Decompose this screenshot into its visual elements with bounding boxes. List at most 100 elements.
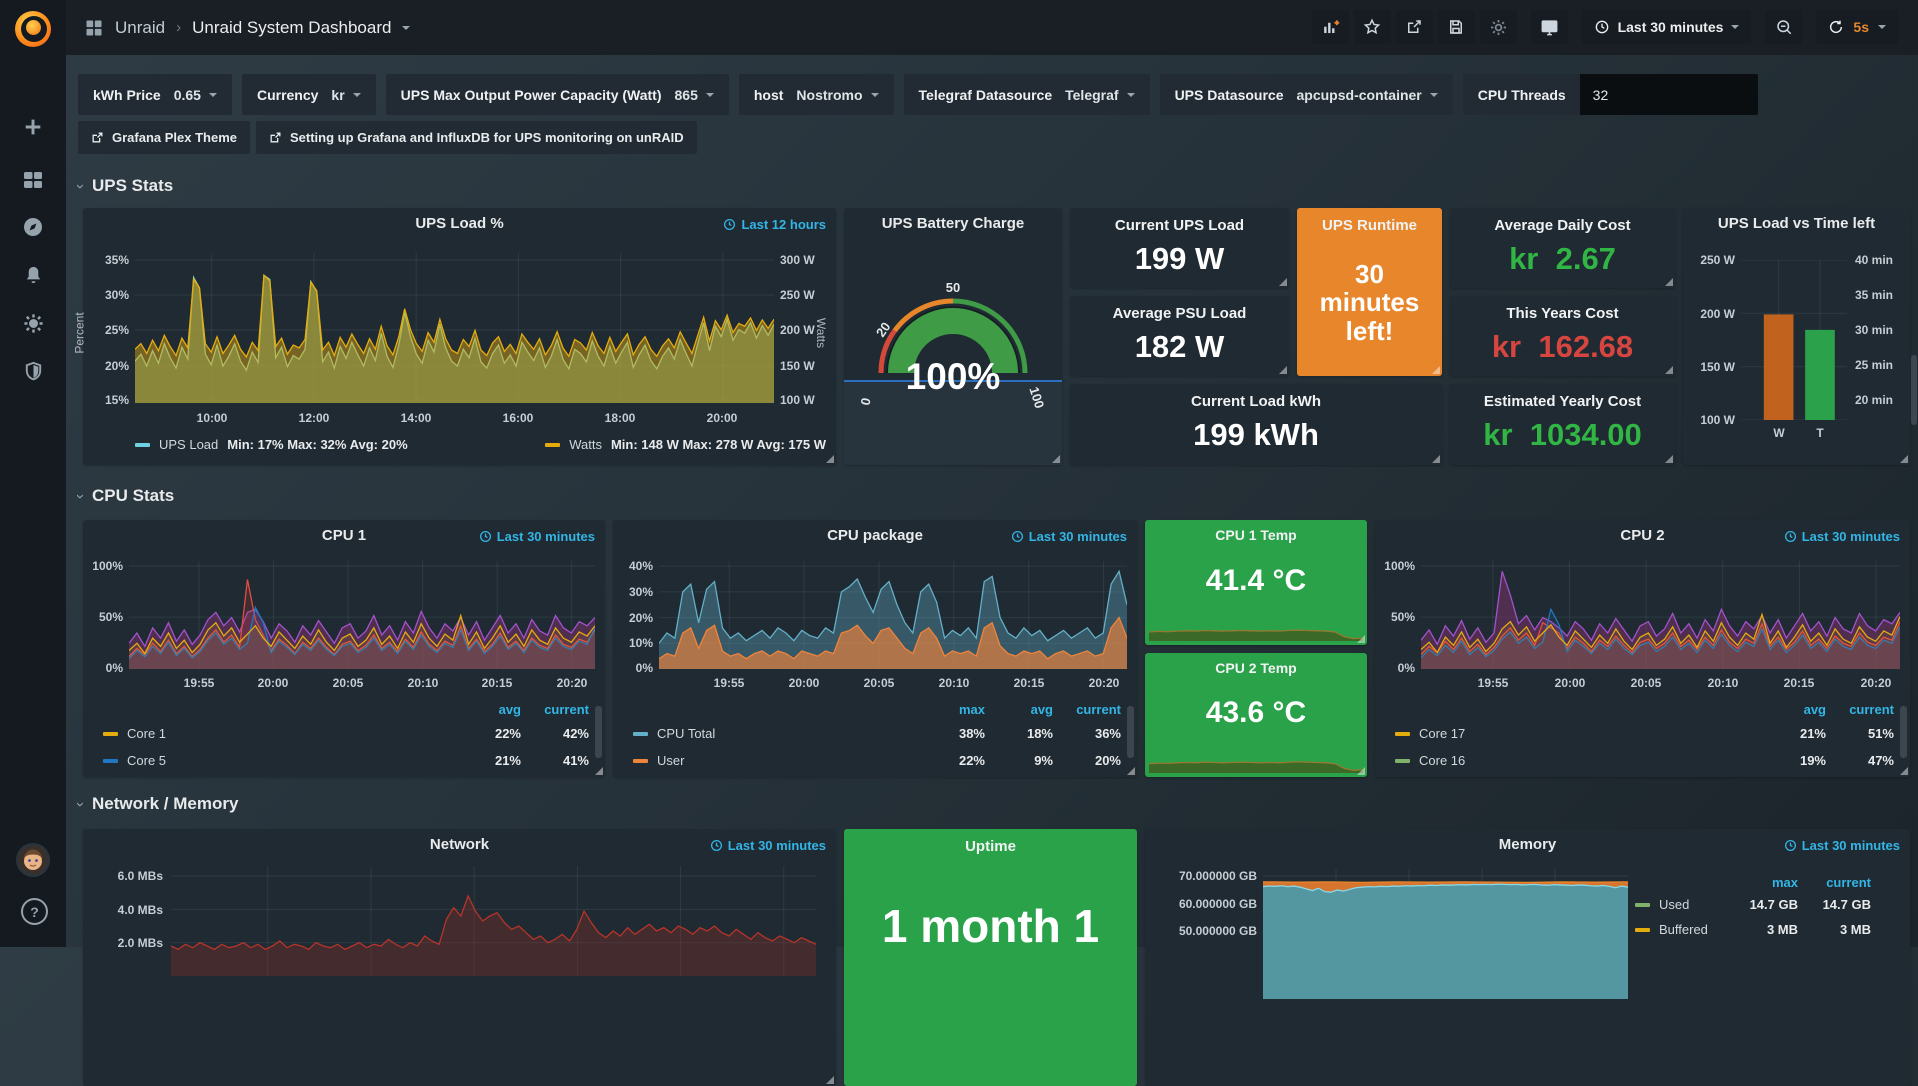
stat-title[interactable]: Uptime (844, 838, 1137, 855)
legend-series-name[interactable]: Core 16 (1419, 753, 1465, 768)
legend-row[interactable]: Core 5 (103, 753, 166, 768)
stat-title[interactable]: Estimated Yearly Cost (1450, 393, 1675, 410)
star-dashboard-button[interactable] (1354, 10, 1391, 44)
server-admin-shield-icon[interactable] (0, 360, 66, 383)
legend-header-max[interactable]: max (915, 702, 985, 717)
legend-item-ups-load[interactable]: UPS Load Min: 17% Max: 32% Avg: 20% (135, 437, 408, 452)
panel-resize-handle[interactable] (1127, 767, 1135, 775)
panel-time-override[interactable]: Last 30 minutes (1011, 529, 1127, 544)
add-panel-button[interactable] (1312, 10, 1349, 44)
panel-resize-handle[interactable] (826, 1076, 834, 1084)
ups-load-chart-plot[interactable] (135, 253, 774, 403)
link-grafana-plex-theme[interactable]: Grafana Plex Theme (78, 121, 250, 154)
variable-value[interactable]: Nostromo (796, 87, 862, 103)
alerting-bell-icon[interactable] (0, 264, 66, 287)
variable-currency[interactable]: Currency kr (242, 74, 376, 115)
cpu2-chart-plot[interactable] (1421, 561, 1900, 669)
legend-series-name[interactable]: Used (1659, 897, 1689, 912)
memory-chart-plot[interactable] (1263, 869, 1628, 999)
variable-ups-max-output[interactable]: UPS Max Output Power Capacity (Watt) 865 (386, 74, 729, 115)
refresh-picker[interactable]: 5s (1816, 10, 1898, 44)
stat-title[interactable]: This Years Cost (1450, 305, 1675, 322)
explore-compass-icon[interactable] (0, 215, 66, 239)
link-ups-monitoring-guide[interactable]: Setting up Grafana and InfluxDB for UPS … (256, 121, 697, 154)
panel-resize-handle[interactable] (1665, 366, 1673, 374)
panel-resize-handle[interactable] (1432, 366, 1440, 374)
zoom-out-time-button[interactable] (1765, 10, 1802, 44)
panel-resize-handle[interactable] (1665, 455, 1673, 463)
variable-telegraf-datasource[interactable]: Telegraf Datasource Telegraf (904, 74, 1150, 115)
stat-title[interactable]: UPS Runtime (1297, 217, 1442, 234)
panel-resize-handle[interactable] (1900, 455, 1908, 463)
legend-scrollbar[interactable] (1127, 706, 1134, 758)
user-avatar[interactable] (16, 843, 50, 877)
variable-value[interactable]: 0.65 (174, 87, 201, 103)
time-range-picker[interactable]: Last 30 minutes (1582, 10, 1752, 44)
legend-scrollbar[interactable] (1900, 706, 1907, 758)
legend-row[interactable]: CPU Total (633, 726, 715, 741)
stat-title[interactable]: CPU 2 Temp (1145, 660, 1367, 676)
section-ups-stats[interactable]: › UPS Stats (78, 176, 173, 196)
legend-scrollbar[interactable] (595, 706, 602, 758)
ups-bar-chart-plot[interactable] (1741, 260, 1847, 420)
legend-header-avg[interactable]: avg (1756, 702, 1826, 717)
panel-resize-handle[interactable] (1665, 278, 1673, 286)
refresh-icon[interactable] (1828, 19, 1844, 35)
legend-row[interactable]: Core 1 (103, 726, 166, 741)
page-scrollbar-thumb[interactable] (1911, 355, 1917, 425)
legend-header-current[interactable]: current (1801, 875, 1871, 890)
legend-header-current[interactable]: current (1824, 702, 1894, 717)
breadcrumb-dashboard-title[interactable]: Unraid System Dashboard (192, 18, 391, 38)
variable-ups-datasource[interactable]: UPS Datasource apcupsd-container (1160, 74, 1453, 115)
refresh-interval-label[interactable]: 5s (1853, 19, 1869, 35)
legend-row[interactable]: Buffered (1635, 922, 1708, 937)
legend-row[interactable]: Core 17 (1395, 726, 1465, 741)
cpu-package-chart-plot[interactable] (659, 561, 1127, 669)
legend-row[interactable]: Used (1635, 897, 1689, 912)
legend-series-name[interactable]: Core 1 (127, 726, 166, 741)
stat-title[interactable]: Average PSU Load (1070, 305, 1289, 322)
legend-series-name[interactable]: Core 5 (127, 753, 166, 768)
stat-title[interactable]: Average Daily Cost (1450, 217, 1675, 234)
grafana-logo-icon[interactable] (15, 11, 51, 47)
panel-resize-handle[interactable] (1357, 767, 1365, 775)
cpu-threads-input[interactable]: 32 (1580, 74, 1758, 115)
panel-resize-handle[interactable] (1279, 366, 1287, 374)
panel-time-override[interactable]: Last 30 minutes (1784, 529, 1900, 544)
legend-series-name[interactable]: Watts (569, 437, 602, 452)
breadcrumb-folder[interactable]: Unraid (115, 18, 165, 38)
panel-time-override[interactable]: Last 30 minutes (710, 838, 826, 853)
variable-kwh-price[interactable]: kWh Price 0.65 (78, 74, 232, 115)
legend-row[interactable]: Core 16 (1395, 753, 1465, 768)
stat-title[interactable]: Current Load kWh (1070, 393, 1442, 410)
dashboards-grid-icon[interactable] (84, 18, 104, 38)
variable-host[interactable]: host Nostromo (739, 74, 894, 115)
legend-header-avg[interactable]: avg (983, 702, 1053, 717)
cycle-view-mode-button[interactable] (1531, 10, 1568, 44)
panel-resize-handle[interactable] (1052, 455, 1060, 463)
breadcrumb-caret-icon[interactable] (402, 26, 410, 30)
panel-title[interactable]: UPS Load vs Time left (1683, 215, 1910, 232)
legend-series-name[interactable]: User (657, 753, 684, 768)
legend-header-current[interactable]: current (519, 702, 589, 717)
legend-series-name[interactable]: Core 17 (1419, 726, 1465, 741)
panel-resize-handle[interactable] (1900, 767, 1908, 775)
dashboards-icon[interactable] (0, 168, 66, 192)
panel-resize-handle[interactable] (595, 767, 603, 775)
legend-row[interactable]: User (633, 753, 684, 768)
panel-resize-handle[interactable] (1432, 455, 1440, 463)
network-chart-plot[interactable] (171, 866, 816, 976)
stat-title[interactable]: Current UPS Load (1070, 217, 1289, 234)
cpu1-chart-plot[interactable] (129, 561, 595, 669)
variable-value[interactable]: apcupsd-container (1297, 87, 1422, 103)
legend-series-name[interactable]: CPU Total (657, 726, 715, 741)
panel-time-override[interactable]: Last 30 minutes (479, 529, 595, 544)
panel-resize-handle[interactable] (1279, 278, 1287, 286)
panel-resize-handle[interactable] (1357, 635, 1365, 643)
variable-value[interactable]: Telegraf (1065, 87, 1118, 103)
legend-header-avg[interactable]: avg (451, 702, 521, 717)
panel-resize-handle[interactable] (826, 455, 834, 463)
variable-value[interactable]: 865 (675, 87, 698, 103)
share-dashboard-button[interactable] (1396, 10, 1433, 44)
legend-series-name[interactable]: UPS Load (159, 437, 218, 452)
